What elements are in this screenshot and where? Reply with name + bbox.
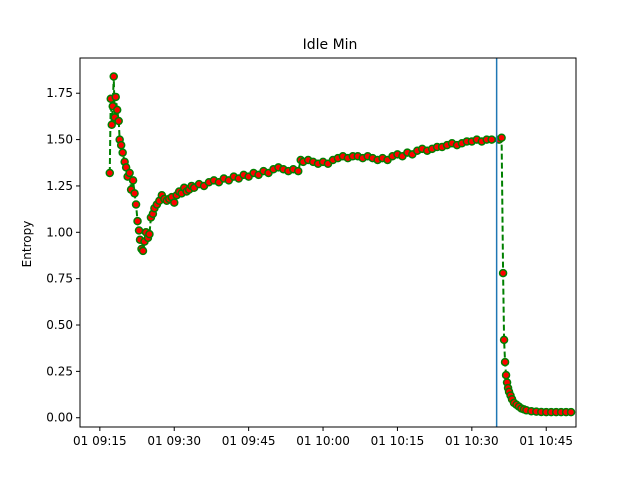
y-tick-label: 0.25 bbox=[46, 364, 73, 378]
y-tick-label: 0.00 bbox=[46, 411, 73, 425]
data-point bbox=[169, 198, 179, 207]
data-point bbox=[138, 246, 148, 256]
plot-area: 0.00 0.25 0.50 0.75 1.00 1.25 1.50 1.75 01 09:15… bbox=[46, 58, 576, 448]
data-point bbox=[501, 370, 511, 380]
data-point bbox=[145, 229, 154, 239]
data-point bbox=[133, 216, 142, 226]
data-point bbox=[125, 168, 134, 178]
x-tick-label: 01 10:15 bbox=[371, 434, 425, 448]
data-point bbox=[112, 105, 122, 115]
data-point bbox=[105, 168, 115, 178]
data-point bbox=[118, 148, 127, 157]
data-point bbox=[566, 407, 576, 417]
x-tick-label: 01 09:15 bbox=[73, 434, 127, 448]
data-point bbox=[130, 189, 139, 198]
x-tick-label: 01 10:45 bbox=[519, 434, 573, 448]
data-point bbox=[107, 120, 116, 129]
y-tick-label: 1.25 bbox=[46, 179, 73, 193]
x-tick-label: 01 09:45 bbox=[222, 434, 276, 448]
x-tick-label: 01 10:30 bbox=[445, 434, 499, 448]
x-tick-label: 01 09:30 bbox=[147, 434, 201, 448]
y-axis-label: Entropy bbox=[20, 221, 34, 268]
data-point bbox=[498, 268, 508, 278]
data-point bbox=[487, 135, 496, 144]
data-point bbox=[293, 166, 303, 176]
y-tick-label: 1.75 bbox=[46, 86, 73, 100]
data-point bbox=[128, 176, 138, 185]
data-point bbox=[131, 200, 141, 209]
plot-frame bbox=[79, 57, 577, 428]
y-tick-label: 1.50 bbox=[46, 133, 73, 147]
y-tick-label: 0.75 bbox=[46, 272, 73, 286]
chart-title: Idle Min bbox=[303, 37, 358, 53]
x-tick-label: 01 10:00 bbox=[296, 434, 350, 448]
data-point bbox=[114, 116, 123, 126]
data-point bbox=[111, 92, 120, 102]
data-point bbox=[109, 72, 118, 81]
data-point bbox=[116, 140, 126, 150]
data-point bbox=[499, 335, 509, 345]
y-tick-label: 1.00 bbox=[46, 225, 73, 239]
y-tick-label: 0.50 bbox=[46, 318, 73, 332]
data-point bbox=[500, 357, 510, 367]
data-point bbox=[497, 133, 506, 142]
data-point bbox=[134, 226, 144, 235]
